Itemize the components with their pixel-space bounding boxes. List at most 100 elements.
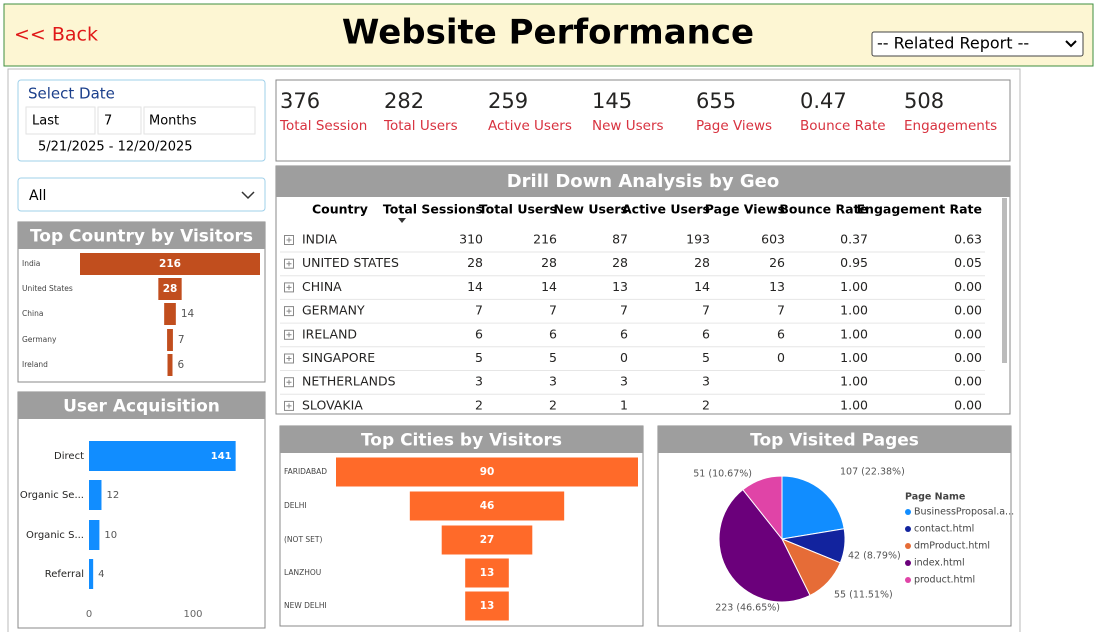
funnel-bar <box>167 329 173 351</box>
table-cell: 0 <box>777 350 785 365</box>
unit-value: Months <box>149 114 197 129</box>
data-label: 12 <box>106 490 119 501</box>
chart-title: Top Visited Pages <box>750 431 919 451</box>
table-cell: 3 <box>549 374 557 389</box>
table-cell: 14 <box>694 279 710 294</box>
table-title: Drill Down Analysis by Geo <box>507 171 780 192</box>
dropdown-arrow <box>241 191 255 200</box>
legend-label: dmProduct.html <box>914 541 990 552</box>
expand-plus <box>286 356 292 361</box>
country-slicer[interactable] <box>17 177 266 212</box>
kpi-value: 655 <box>696 89 736 113</box>
data-label: 27 <box>480 534 495 546</box>
funnel-bar <box>158 278 182 300</box>
data-label: 10 <box>104 530 117 541</box>
category-label: China <box>22 309 43 318</box>
expand-icon <box>284 258 294 269</box>
back-link[interactable]: << Back <box>14 24 98 46</box>
legend-swatch <box>905 526 911 532</box>
table-cell: 0.00 <box>954 350 982 365</box>
content-frame <box>7 68 1021 632</box>
column-header: Country <box>312 202 368 217</box>
select-arrow <box>1065 40 1077 48</box>
table-header-band <box>276 166 1010 197</box>
table-cell: 14 <box>541 279 557 294</box>
unit-select[interactable] <box>143 106 256 135</box>
kpi-label: Active Users <box>488 118 572 134</box>
bar <box>89 559 94 589</box>
slice-label: 107 (22.38%) <box>840 467 905 478</box>
table-cell: 0.00 <box>954 279 982 294</box>
kpi-value: 376 <box>280 89 320 113</box>
table-cell: 0.00 <box>954 326 982 341</box>
country-cell: UNITED STATES <box>302 255 399 270</box>
chart-panel <box>17 391 266 629</box>
legend-swatch <box>905 543 911 549</box>
table-cell: 0.37 <box>840 232 868 247</box>
slice-label: 223 (46.65%) <box>715 603 780 614</box>
slice-label: 42 (8.79%) <box>848 551 901 562</box>
data-label: 141 <box>211 451 232 462</box>
table-cell: 0.00 <box>954 374 982 389</box>
funnel-bar <box>465 558 509 588</box>
table-cell: 603 <box>761 232 785 247</box>
count-value: 7 <box>104 114 112 129</box>
expand-plus <box>286 284 292 290</box>
funnel-bar <box>409 491 565 521</box>
category-label: Direct <box>54 451 84 462</box>
pie-slice <box>742 475 783 541</box>
scrollbar[interactable] <box>1002 198 1007 363</box>
table-cell: 7 <box>702 303 710 318</box>
data-label: 13 <box>480 567 495 579</box>
x-tick-label: 0 <box>86 609 92 620</box>
table-cell: 5 <box>549 350 557 365</box>
table-cell: 1.00 <box>840 397 868 412</box>
table-cell: 310 <box>459 232 483 247</box>
chart-header-band <box>18 222 265 249</box>
table-cell: 2 <box>549 397 557 412</box>
related-report-select[interactable] <box>871 31 1084 57</box>
kpi-value: 259 <box>488 89 528 113</box>
expand-plus <box>286 403 292 409</box>
chart-title: Top Cities by Visitors <box>361 431 562 451</box>
country-cell: SLOVAKIA <box>302 397 363 412</box>
kpi-value: 282 <box>384 89 424 113</box>
column-header: Page Views <box>705 202 785 217</box>
funnel-bar <box>80 253 260 275</box>
legend-swatch <box>905 560 911 566</box>
category-label: (NOT SET) <box>284 535 322 544</box>
slice-label: 55 (11.51%) <box>834 590 893 601</box>
data-label: 46 <box>480 500 495 512</box>
category-label: Germany <box>22 335 57 344</box>
bar <box>89 520 100 550</box>
data-label: 4 <box>98 569 104 580</box>
kpi-value: 508 <box>904 89 944 113</box>
table-cell: 0.05 <box>954 255 982 270</box>
table-cell: 7 <box>475 303 483 318</box>
legend-label: BusinessProposal.a... <box>914 507 1014 518</box>
legend-title: Page Name <box>905 492 965 503</box>
data-label: 90 <box>480 466 495 478</box>
expand-icon <box>284 282 294 293</box>
relative-select[interactable] <box>25 106 96 135</box>
kpi-label: Total Session <box>279 118 367 134</box>
expand-plus <box>286 379 292 385</box>
relative-value: Last <box>32 114 59 129</box>
expand-icon <box>284 377 294 388</box>
table-cell: 14 <box>467 279 483 294</box>
kpi-value: 145 <box>592 89 632 113</box>
table-cell: 6 <box>777 326 785 341</box>
data-label: 216 <box>159 258 181 270</box>
table-cell: 1 <box>620 397 628 412</box>
table-cell: 13 <box>612 279 628 294</box>
slice-label: 51 (10.67%) <box>693 469 752 480</box>
legend-label: contact.html <box>914 524 974 535</box>
category-label: LANZHOU <box>284 568 321 577</box>
table-cell: 6 <box>549 326 557 341</box>
expand-icon <box>284 306 294 317</box>
count-input[interactable] <box>97 106 142 135</box>
table-cell: 28 <box>541 255 557 270</box>
table-cell: 0.00 <box>954 303 982 318</box>
expand-icon <box>284 329 294 340</box>
country-cell: SINGAPORE <box>302 350 375 365</box>
